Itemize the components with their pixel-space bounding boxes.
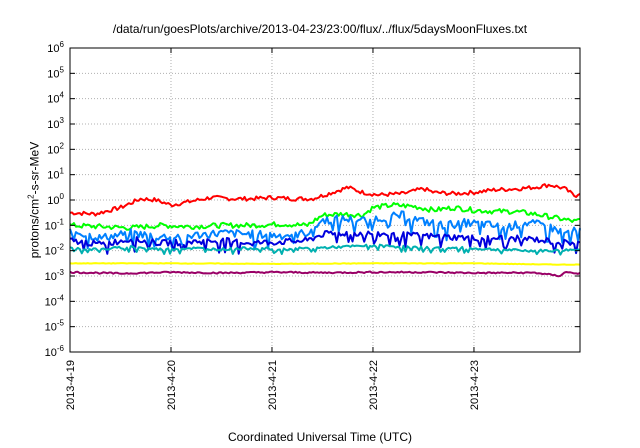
series-line	[69, 230, 581, 255]
y-tick-label: 105	[47, 65, 64, 80]
plot-frame	[69, 47, 581, 353]
x-ticks: 2013-4-19 2013-4-20 2013-4-21 2013-4-22 2013…	[65, 360, 481, 410]
series-line	[69, 243, 581, 256]
series-layer	[69, 183, 581, 278]
x-tick-label: 2013-4-23	[469, 360, 481, 410]
x-tick-label: 2013-4-20	[166, 360, 178, 410]
y-tick-label: 100	[47, 192, 64, 207]
y-tick-label: 10-2	[45, 243, 65, 258]
y-tick-label: 10-5	[45, 319, 65, 334]
y-tick-label: 102	[47, 141, 64, 156]
x-axis-label: Coordinated Universal Time (UTC)	[227, 430, 413, 444]
frame-layer	[69, 47, 581, 353]
series-line	[69, 270, 581, 278]
y-tick-label: 106	[47, 40, 64, 55]
y-tick-label: 104	[47, 91, 64, 106]
y-ticks: 10-6 10-5 10-4 10-3 10-2 10-1 100 101 102 103 104 1…	[45, 40, 65, 359]
x-tick-label: 2013-4-21	[267, 360, 279, 410]
y-tick-label: 103	[47, 116, 64, 131]
x-tick-label: 2013-4-22	[368, 360, 380, 410]
grid-layer	[70, 48, 580, 352]
series-line	[69, 262, 581, 266]
y-tick-label: 10-4	[45, 293, 65, 308]
series-line	[69, 183, 581, 217]
y-tick-label: 10-1	[45, 217, 65, 232]
y-tick-label: 10-3	[45, 268, 65, 283]
series-line	[69, 202, 581, 231]
chart-title: /data/run/goesPlots/archive/2013-04-23/2…	[112, 22, 528, 36]
y-tick-label: 10-6	[45, 344, 65, 359]
x-tick-label: 2013-4-19	[65, 360, 77, 410]
y-tick-label: 101	[47, 167, 64, 182]
